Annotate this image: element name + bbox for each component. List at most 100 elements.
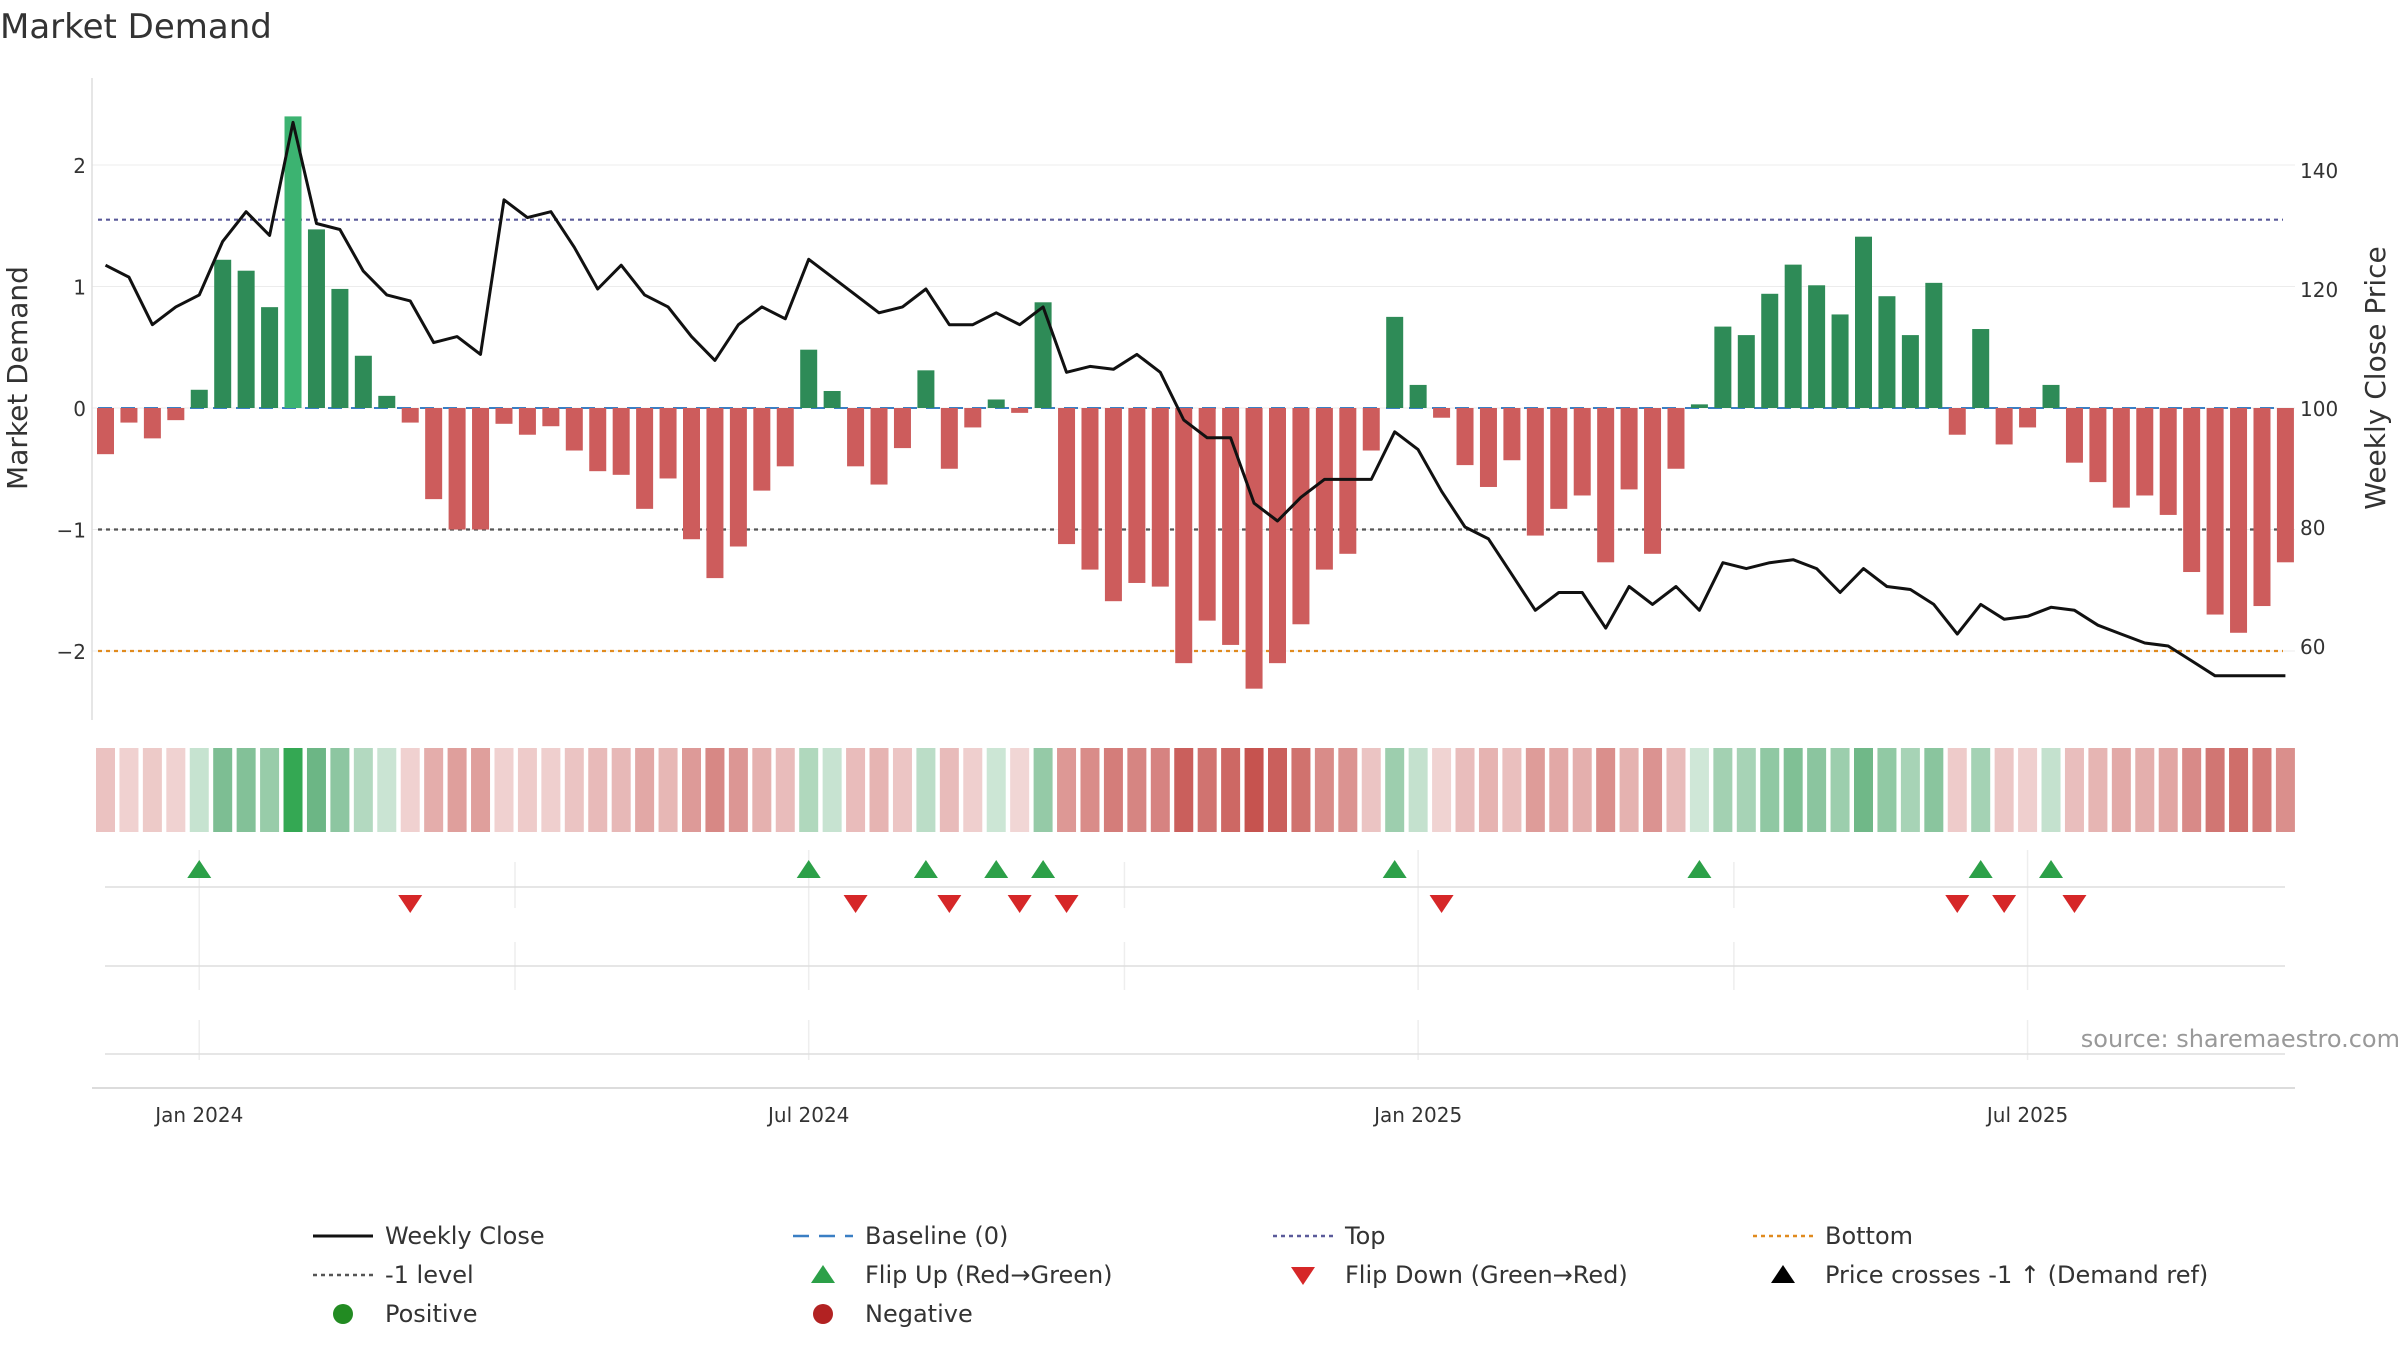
- demand-bar-positive: [1714, 326, 1732, 408]
- demand-bar-negative: [2089, 408, 2107, 483]
- legend-label: Bottom: [1825, 1222, 1913, 1250]
- demand-bar-negative: [120, 408, 138, 423]
- heat-cell-negative: [2275, 748, 2295, 832]
- heat-cell-negative: [682, 748, 701, 832]
- flip-down-marker: [398, 895, 423, 913]
- heat-cell-negative: [142, 748, 162, 832]
- demand-bar-negative: [1222, 408, 1240, 645]
- flip-up-marker: [1031, 860, 1056, 878]
- demand-bar-positive: [1855, 236, 1872, 408]
- demand-bar-negative: [2206, 408, 2224, 615]
- flip-markers: [187, 860, 2087, 913]
- demand-bar-negative: [1995, 408, 2013, 445]
- demand-bar-negative: [1245, 408, 1263, 689]
- axes: 2 1 0 −1 −2 140 120 100 80 60 Jan 2024 Jul 2024 Jan …: [57, 78, 2338, 1127]
- demand-bar-negative: [1433, 408, 1451, 418]
- heat-cell-negative: [1947, 748, 1967, 832]
- chart-title: Market Demand: [0, 7, 272, 47]
- demand-bar-negative: [1011, 408, 1029, 413]
- demand-bar-negative: [612, 408, 630, 475]
- right-axis-label: Weekly Close Price: [2359, 246, 2392, 509]
- demand-bar-negative: [425, 408, 443, 500]
- demand-bar-positive: [1386, 316, 1404, 408]
- demand-bar-positive: [1901, 335, 1919, 408]
- heat-cell-positive: [377, 748, 397, 832]
- x-tick-label: Jan 2025: [1372, 1103, 1462, 1127]
- demand-bar-negative: [1948, 408, 1966, 435]
- demand-bar-negative: [1503, 408, 1521, 461]
- demand-bar-negative: [2230, 408, 2248, 633]
- demand-bar-positive: [800, 349, 818, 408]
- demand-bar-negative: [893, 408, 911, 449]
- heat-cell-positive: [1900, 748, 1920, 832]
- heat-cell-positive: [189, 748, 209, 832]
- heat-cell-negative: [1268, 748, 1287, 832]
- heat-cell-positive: [1877, 748, 1897, 832]
- heat-cell-negative: [2229, 748, 2249, 832]
- flip-down-marker: [1054, 895, 1079, 913]
- demand-bar-negative: [2136, 408, 2154, 496]
- heat-cell-negative: [1549, 748, 1569, 832]
- demand-bar-positive: [1925, 282, 1943, 408]
- heat-cell-negative: [1432, 748, 1452, 832]
- demand-bar-negative: [448, 408, 466, 530]
- heat-cell-negative: [1338, 748, 1358, 832]
- flip-up-marker: [913, 860, 938, 878]
- heat-cell-negative: [1478, 748, 1498, 832]
- demand-bar-negative: [706, 408, 724, 579]
- left-axis-label: Market Demand: [1, 266, 34, 490]
- heat-cell-positive: [1830, 748, 1850, 832]
- left-tick-label: 2: [73, 154, 86, 178]
- heat-cell-negative: [869, 748, 889, 832]
- right-tick-label: 60: [2300, 635, 2325, 659]
- heat-cell-positive: [916, 748, 936, 832]
- heat-cell-negative: [424, 748, 444, 832]
- legend-label: -1 level: [385, 1261, 474, 1289]
- demand-bar-positive: [331, 288, 349, 408]
- heat-cell-negative: [119, 748, 139, 832]
- demand-bar-negative: [1644, 408, 1662, 554]
- heat-cell-positive: [799, 748, 819, 832]
- demand-bar-negative: [2112, 408, 2130, 508]
- heat-cell-negative: [1314, 748, 1334, 832]
- legend-label: Top: [1344, 1222, 1386, 1250]
- demand-bar-negative: [1526, 408, 1544, 536]
- x-tick-label: Jan 2024: [153, 1103, 243, 1127]
- demand-bar-negative: [2183, 408, 2201, 573]
- demand-bar-positive: [987, 399, 1005, 408]
- demand-bar-negative: [683, 408, 700, 540]
- left-tick-label: 0: [73, 397, 86, 421]
- demand-bar-negative: [167, 408, 185, 421]
- heat-cell-negative: [635, 748, 655, 832]
- demand-bar-negative: [401, 408, 419, 423]
- heat-cell-positive: [283, 748, 303, 832]
- heat-cell-negative: [611, 748, 631, 832]
- flip-up-marker: [1382, 860, 1407, 878]
- demand-bar-negative: [1151, 408, 1169, 587]
- demand-bar-positive: [378, 395, 396, 408]
- demand-bar-negative: [2019, 408, 2037, 428]
- heat-cell-negative: [1291, 748, 1311, 832]
- demand-bar-positive: [1878, 296, 1896, 408]
- legend-swatch-triangle-up: [811, 1265, 835, 1283]
- demand-bar-positive: [237, 270, 255, 408]
- heat-cell-positive: [822, 748, 842, 832]
- heat-cell-negative: [400, 748, 420, 832]
- demand-bar-negative: [472, 408, 490, 530]
- x-tick-label: Jul 2024: [766, 1103, 849, 1127]
- heat-cell-negative: [1244, 748, 1264, 832]
- flip-up-marker: [984, 860, 1009, 878]
- heat-cell-positive: [1807, 748, 1827, 832]
- heat-cell-negative: [752, 748, 772, 832]
- heat-cell-positive: [2041, 748, 2061, 832]
- legend-label: Positive: [385, 1300, 478, 1328]
- demand-bar-positive: [214, 259, 232, 408]
- heat-cell-negative: [1010, 748, 1030, 832]
- demand-bar-negative: [565, 408, 583, 451]
- heat-cell-negative: [705, 748, 725, 832]
- legend: Weekly Close Baseline (0) Top Bottom -1 leve…: [313, 1222, 2208, 1328]
- right-tick-label: 80: [2300, 516, 2325, 540]
- demand-bar-negative: [870, 408, 888, 485]
- demand-bar-negative: [729, 408, 747, 547]
- heat-cell-negative: [1572, 748, 1592, 832]
